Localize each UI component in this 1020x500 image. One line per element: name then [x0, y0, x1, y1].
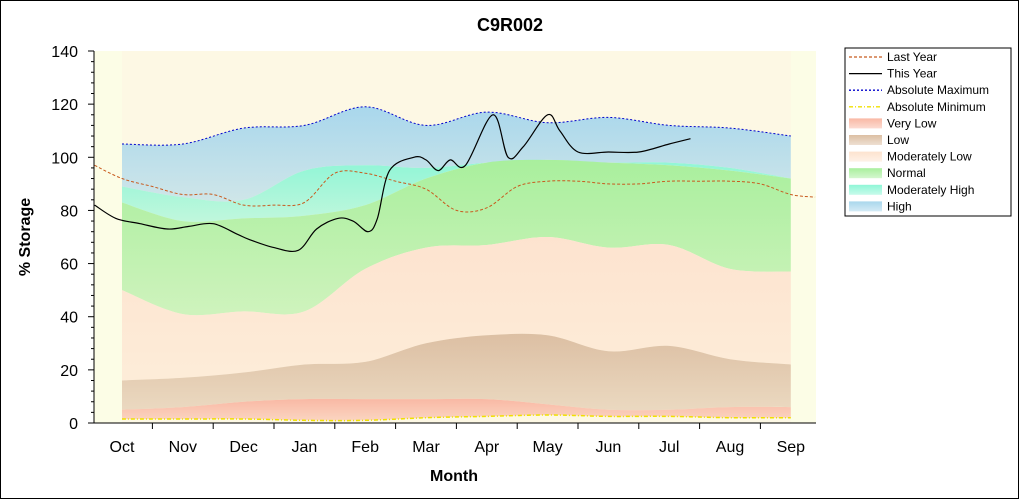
y-tick-label: 40	[60, 310, 78, 327]
legend-label: Absolute Maximum	[887, 83, 989, 97]
x-tick-label: Jun	[596, 439, 622, 456]
axes: 0 20 40 60 80 100 120 140 Oct Nov Dec Jan Feb Mar Apr M…	[51, 44, 816, 456]
legend-swatch-low	[849, 135, 882, 145]
x-tick-label: Nov	[169, 439, 197, 456]
legend-label: Very Low	[887, 116, 937, 130]
band-high	[122, 106, 791, 202]
legend-swatch-very-low	[849, 118, 882, 129]
band-moderately-low	[122, 236, 791, 381]
y-tick-label: 100	[51, 150, 78, 167]
legend: Last Year This Year Absolute Maximum Absolu…	[844, 47, 1012, 217]
legend-label: Moderately Low	[887, 150, 972, 164]
band-very-low	[122, 398, 791, 421]
series-lines	[94, 106, 816, 422]
legend-swatch-moderately-high	[849, 184, 882, 195]
x-tick-label: Sep	[777, 439, 806, 456]
y-tick-label: 80	[60, 203, 78, 220]
y-tick-label: 60	[60, 257, 78, 274]
legend-label: This Year	[887, 67, 937, 81]
x-tick-label: Jul	[659, 439, 679, 456]
x-tick-label: May	[532, 439, 562, 456]
absolute-maximum-line	[121, 106, 791, 146]
x-axis-title: Month	[430, 468, 478, 485]
band-moderately-high	[122, 159, 791, 222]
this-year-line	[94, 113, 691, 253]
legend-label: Last Year	[887, 50, 937, 64]
chart-title: C9R002	[477, 15, 543, 35]
x-tick-label: Apr	[474, 439, 500, 456]
y-tick-label: 120	[51, 97, 78, 114]
absolute-minimum-line	[122, 414, 791, 422]
x-tick-label: Oct	[110, 439, 135, 456]
legend-label: High	[887, 199, 912, 213]
y-tick-label: 140	[51, 44, 78, 61]
band-normal	[122, 159, 791, 316]
x-tick-label: Aug	[716, 439, 744, 456]
x-tick-label: Dec	[229, 439, 257, 456]
legend-label: Absolute Minimum	[887, 100, 986, 114]
legend-swatch-high	[849, 201, 882, 212]
x-tick-label: Mar	[412, 439, 440, 456]
last-year-line	[94, 164, 816, 213]
legend-label: Moderately High	[887, 183, 974, 197]
band-low	[122, 333, 791, 411]
x-tick-label: Jan	[292, 439, 318, 456]
legend-label: Low	[887, 133, 909, 147]
x-tick-label: Feb	[351, 439, 379, 456]
y-axis-title: % Storage	[17, 198, 34, 276]
y-tick-label: 0	[69, 416, 78, 433]
legend-swatch-normal	[849, 168, 882, 179]
percentile-bands	[122, 51, 791, 423]
y-tick-label: 20	[60, 363, 78, 380]
legend-label: Normal	[887, 166, 926, 180]
legend-swatch-moderately-low	[849, 151, 882, 162]
